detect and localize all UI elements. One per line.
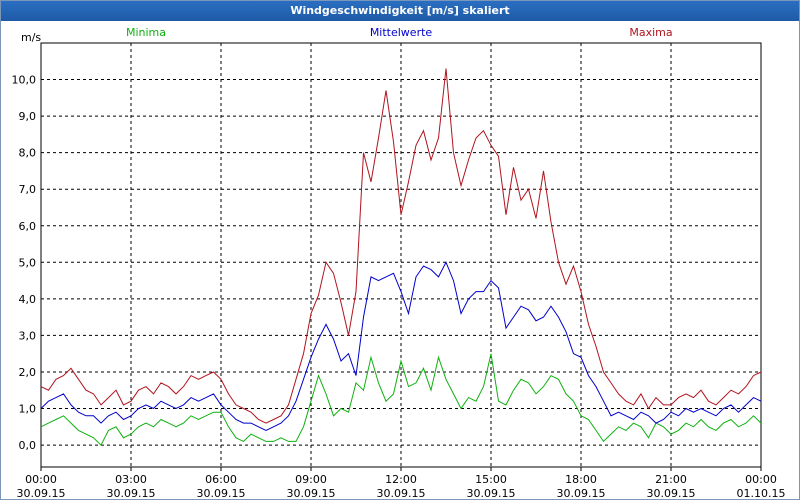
series-line-maxima	[40, 68, 762, 424]
y-tick-label: 9,0	[19, 110, 37, 123]
x-tick-time: 09:00	[295, 473, 327, 486]
x-tick-time: 15:00	[475, 473, 507, 486]
x-tick-date: 30.09.15	[377, 487, 426, 499]
x-tick-time: 00:00	[745, 473, 777, 486]
y-tick-label: 5,0	[19, 256, 37, 269]
x-tick-time: 18:00	[565, 473, 597, 486]
x-tick-date: 30.09.15	[557, 487, 606, 499]
x-tick-date: 30.09.15	[17, 487, 66, 499]
y-tick-label: 7,0	[19, 183, 37, 196]
x-tick-date: 01.10.15	[737, 487, 786, 499]
x-tick-time: 00:00	[25, 473, 57, 486]
series-lines	[40, 68, 762, 446]
x-tick-labels: 00:0030.09.1503:0030.09.1506:0030.09.150…	[17, 467, 786, 499]
x-tick-date: 30.09.15	[197, 487, 246, 499]
x-tick-time: 12:00	[385, 473, 417, 486]
x-tick-time: 03:00	[115, 473, 147, 486]
y-tick-label: 0,0	[19, 439, 37, 452]
x-tick-date: 30.09.15	[107, 487, 156, 499]
legend-maxima: Maxima	[629, 26, 672, 39]
series-line-mittelwerte	[40, 261, 762, 431]
x-tick-date: 30.09.15	[287, 487, 336, 499]
x-tick-date: 30.09.15	[467, 487, 516, 499]
x-tick-date: 30.09.15	[647, 487, 696, 499]
y-axis-label: m/s	[21, 31, 41, 44]
grid-lines	[41, 43, 761, 467]
y-tick-label: 4,0	[19, 293, 37, 306]
window-title: Windgeschwindigkeit [m/s] skaliert	[1, 1, 799, 21]
series-line-minima	[40, 353, 762, 446]
y-tick-labels: 0,0 1,0 2,0 3,0 4,0 5,0 6,0 7,0 8,0 9,0 10,0	[12, 74, 37, 453]
legend-minima: Minima	[126, 26, 166, 39]
x-tick-time: 21:00	[655, 473, 687, 486]
y-tick-label: 8,0	[19, 147, 37, 160]
y-tick-label: 6,0	[19, 220, 37, 233]
y-tick-label: 2,0	[19, 366, 37, 379]
legend-mittelwerte: Mittelwerte	[370, 26, 433, 39]
x-tick-time: 06:00	[205, 473, 237, 486]
wind-speed-chart: m/s Minima Mittelwerte Maxima 0,0 1,0 2,0 3…	[12, 26, 786, 499]
y-tick-label: 3,0	[19, 329, 37, 342]
y-tick-label: 1,0	[19, 403, 37, 416]
y-tick-label: 10,0	[12, 74, 37, 87]
